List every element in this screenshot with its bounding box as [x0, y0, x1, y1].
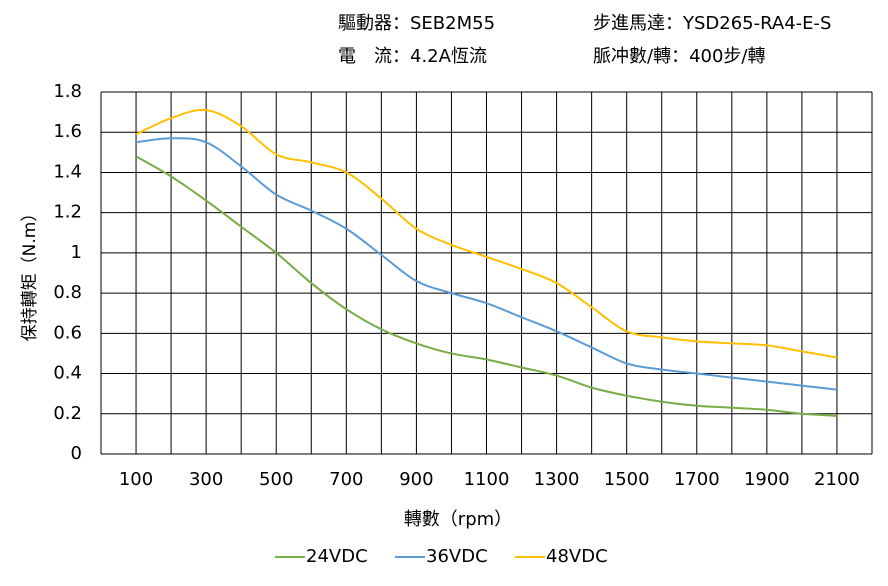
x-tick-label: 900 [399, 469, 433, 490]
x-tick-label: 2100 [814, 469, 860, 490]
y-tick-label: 1 [71, 242, 82, 263]
y-tick-label: 0.8 [53, 282, 82, 303]
y-axis-label: 保持轉矩（N.m） [20, 205, 40, 342]
y-tick-label: 1.6 [53, 121, 82, 142]
x-tick-label: 1900 [744, 469, 790, 490]
x-tick-label: 500 [259, 469, 293, 490]
y-tick-label: 1.4 [53, 161, 82, 182]
x-tick-label: 1100 [464, 469, 510, 490]
x-tick-label: 1500 [604, 469, 650, 490]
y-tick-label: 0.2 [53, 403, 82, 424]
x-tick-label: 700 [329, 469, 363, 490]
header-text: 驅動器：SEB2M55 [338, 13, 495, 34]
header-text: 脈冲數/轉：400步/轉 [593, 46, 766, 67]
series-line [135, 108, 838, 359]
y-tick-label: 0 [71, 443, 82, 464]
y-tick-label: 1.8 [53, 81, 82, 102]
x-tick-label: 300 [189, 469, 223, 490]
legend-label: 48VDC [546, 546, 608, 567]
x-tick-label: 1300 [534, 469, 580, 490]
header-text: 電 流：4.2A恆流 [338, 46, 487, 67]
x-tick-label: 100 [119, 469, 153, 490]
y-tick-label: 0.4 [53, 363, 82, 384]
legend-label: 24VDC [306, 546, 368, 567]
y-tick-label: 0.6 [53, 322, 82, 343]
series-line [135, 137, 838, 391]
header-text: 步進馬達：YSD265-RA4-E-S [593, 13, 831, 34]
y-tick-label: 1.2 [53, 202, 82, 223]
x-tick-label: 1700 [674, 469, 720, 490]
legend-label: 36VDC [426, 546, 488, 567]
series-line [135, 155, 838, 417]
x-axis-label: 轉數（rpm） [404, 509, 512, 530]
